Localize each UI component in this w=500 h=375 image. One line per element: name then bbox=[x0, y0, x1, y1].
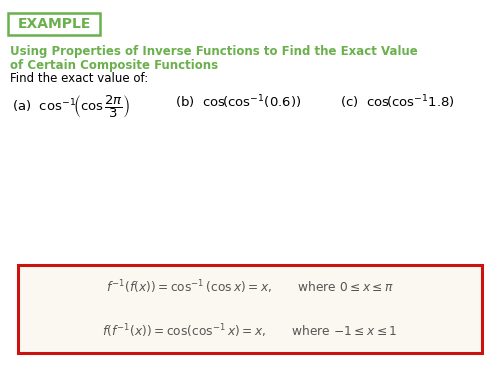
Text: $f^{-1}(f(x)) = \cos^{-1}(\cos x) = x, \qquad \mathrm{where}\ 0 \leq x \leq \pi$: $f^{-1}(f(x)) = \cos^{-1}(\cos x) = x, \… bbox=[106, 278, 394, 296]
Text: (a)  $\mathrm{cos}^{-1}\!\left(\mathrm{cos}\,\dfrac{2\pi}{3}\right)$: (a) $\mathrm{cos}^{-1}\!\left(\mathrm{co… bbox=[12, 93, 130, 120]
Text: Using Properties of Inverse Functions to Find the Exact Value: Using Properties of Inverse Functions to… bbox=[10, 45, 418, 58]
Bar bbox=[18, 265, 482, 353]
Text: EXAMPLE: EXAMPLE bbox=[18, 17, 90, 31]
Text: (c)  $\mathrm{cos}\!\left(\mathrm{cos}^{-1}1.8\right)$: (c) $\mathrm{cos}\!\left(\mathrm{cos}^{-… bbox=[340, 93, 454, 111]
Text: Find the exact value of:: Find the exact value of: bbox=[10, 72, 148, 85]
Text: $f(f^{-1}(x)) = \cos(\cos^{-1} x) = x, \qquad \mathrm{where}\ {-1} \leq x \leq 1: $f(f^{-1}(x)) = \cos(\cos^{-1} x) = x, \… bbox=[102, 322, 398, 340]
Text: (b)  $\mathrm{cos}\!\left(\mathrm{cos}^{-1}(0.6)\right)$: (b) $\mathrm{cos}\!\left(\mathrm{cos}^{-… bbox=[175, 93, 302, 111]
Text: of Certain Composite Functions: of Certain Composite Functions bbox=[10, 59, 218, 72]
Bar bbox=[8, 13, 100, 35]
